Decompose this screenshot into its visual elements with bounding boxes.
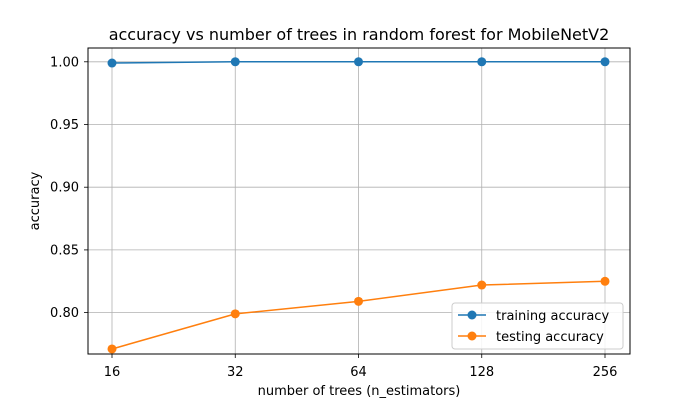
y-tick-label: 1.00 (50, 55, 79, 70)
x-tick-label: 64 (350, 365, 367, 380)
series-layer (107, 57, 610, 354)
x-axis-ticks: 16 32 64 128 256 (104, 354, 618, 380)
y-tick-label: 0.85 (50, 243, 79, 258)
x-axis-label: number of trees (n_estimators) (258, 384, 461, 399)
y-tick-label: 0.90 (50, 181, 79, 196)
legend-label-training: training accuracy (496, 309, 609, 324)
legend-label-testing: testing accuracy (496, 330, 604, 345)
y-tick-label: 0.80 (50, 306, 79, 321)
y-tick-label: 0.95 (50, 118, 79, 133)
data-point-training (600, 57, 610, 67)
data-point-testing (477, 280, 487, 290)
x-tick-label: 16 (104, 365, 121, 380)
legend-marker-training (467, 310, 477, 320)
data-point-testing (230, 309, 240, 319)
legend: training accuracy testing accuracy (451, 302, 624, 350)
data-point-testing (600, 276, 610, 286)
x-tick-label: 32 (227, 365, 244, 380)
data-point-testing (107, 344, 117, 354)
plot-frame (87, 47, 631, 355)
data-point-training (477, 57, 487, 67)
data-point-training (107, 58, 117, 68)
chart-title: accuracy vs number of trees in random fo… (109, 25, 610, 44)
x-tick-label: 256 (593, 365, 618, 380)
y-axis-label: accuracy (28, 171, 43, 230)
data-point-training (354, 57, 363, 67)
legend-box (451, 302, 624, 350)
legend-marker-testing (467, 331, 477, 341)
data-point-training (230, 57, 240, 67)
data-point-testing (354, 296, 363, 306)
x-tick-label: 128 (469, 365, 494, 380)
y-axis-ticks: 0.80 0.85 0.90 0.95 1.00 (50, 55, 88, 321)
